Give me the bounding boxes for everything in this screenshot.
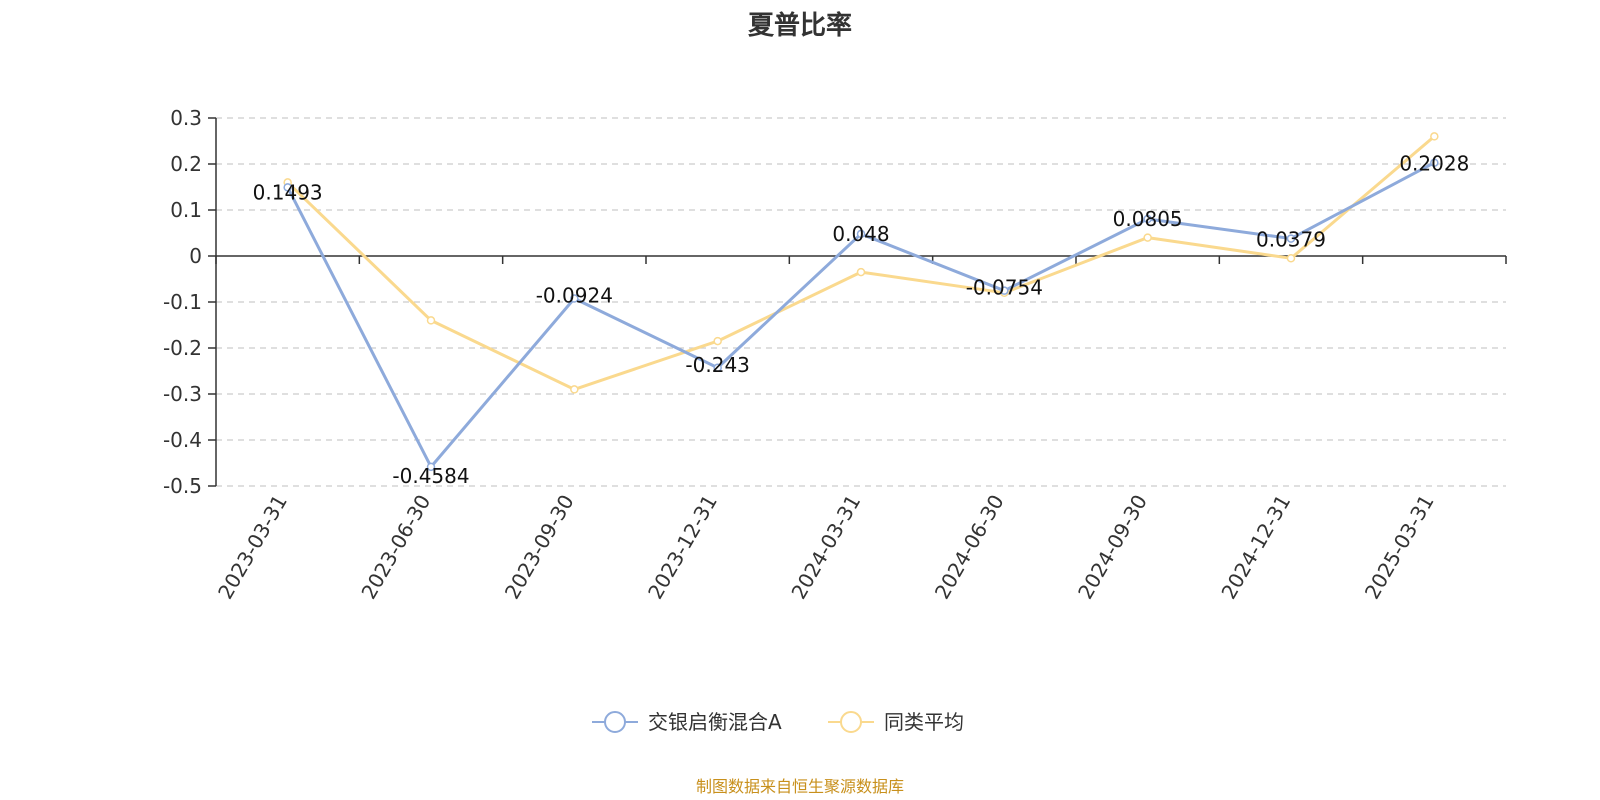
data-point xyxy=(1143,233,1152,242)
data-point xyxy=(570,294,579,303)
x-tick-label: 2023-06-30 xyxy=(356,491,435,604)
data-point xyxy=(283,183,292,192)
x-tick-label: 2023-09-30 xyxy=(500,491,579,604)
y-tick-label: -0.4 xyxy=(163,428,202,452)
chart-title: 夏普比率 xyxy=(748,10,852,41)
x-tick-label: 2024-12-31 xyxy=(1216,491,1295,604)
x-tick-label: 2023-03-31 xyxy=(213,491,292,604)
y-tick-label: 0.3 xyxy=(170,106,202,130)
series-line xyxy=(286,135,1436,391)
legend-circle-icon xyxy=(840,711,862,733)
y-axis-ticks: 0.3 0.2 0.1 0 -0.1 -0.2 -0.3 -0.4 -0.5 xyxy=(163,106,202,498)
grid-lines xyxy=(216,117,1506,487)
x-axis-ticks: 2023-03-31 2023-06-30 2023-09-30 2023-12-31… xyxy=(213,490,1439,603)
data-label: 0.0379 xyxy=(1256,228,1326,252)
data-point xyxy=(1430,132,1439,141)
data-label: -0.0924 xyxy=(536,284,613,308)
x-tick-label: 2024-09-30 xyxy=(1073,491,1152,604)
x-tick-label: 2024-06-30 xyxy=(930,490,1009,603)
y-tick-label: -0.1 xyxy=(163,290,202,314)
data-point xyxy=(426,316,436,325)
legend[interactable]: 交银启衡混合A 同类平均 xyxy=(592,710,964,734)
y-tick-label: -0.3 xyxy=(163,382,202,406)
data-label: 0.048 xyxy=(832,222,889,246)
data-point xyxy=(856,229,866,239)
data-label: 0.0805 xyxy=(1113,207,1183,231)
data-label: -0.243 xyxy=(685,353,749,377)
data-point xyxy=(570,385,579,394)
data-point xyxy=(1143,214,1152,224)
data-point xyxy=(1286,234,1296,243)
legend-circle-icon xyxy=(604,711,626,733)
y-tick-label: -0.2 xyxy=(163,336,202,360)
data-point xyxy=(1430,158,1439,167)
data-point xyxy=(713,363,722,373)
data-point xyxy=(1000,286,1009,295)
y-tick-label: 0.2 xyxy=(170,152,202,176)
y-tick-label: -0.5 xyxy=(163,474,202,498)
legend-item[interactable]: 交银启衡混合A xyxy=(592,710,782,734)
legend-item[interactable]: 同类平均 xyxy=(828,710,964,734)
series-line xyxy=(286,161,1436,469)
x-tick-label: 2024-03-31 xyxy=(786,491,865,604)
data-label: 0.1493 xyxy=(253,180,323,204)
x-tick-label: 2023-12-31 xyxy=(643,491,722,604)
data-point xyxy=(426,462,436,472)
data-point xyxy=(713,336,722,346)
data-label: 0.2028 xyxy=(1399,152,1469,176)
data-labels: 0.1493 -0.4584 -0.0924 -0.243 0.048 -0.0754 0.… xyxy=(253,152,1470,488)
data-point xyxy=(856,267,866,277)
data-label: -0.4584 xyxy=(392,464,469,488)
legend-label: 交银启衡混合A xyxy=(648,710,782,734)
data-point xyxy=(1286,254,1296,263)
data-label: -0.0754 xyxy=(966,276,1043,300)
source-note: 制图数据来自恒生聚源数据库 xyxy=(696,777,904,796)
legend-label: 同类平均 xyxy=(884,710,964,734)
series-lines xyxy=(283,132,1439,472)
y-tick-label: 0 xyxy=(189,244,202,268)
y-tick-label: 0.1 xyxy=(170,198,202,222)
x-tick-label: 2025-03-31 xyxy=(1360,491,1439,604)
